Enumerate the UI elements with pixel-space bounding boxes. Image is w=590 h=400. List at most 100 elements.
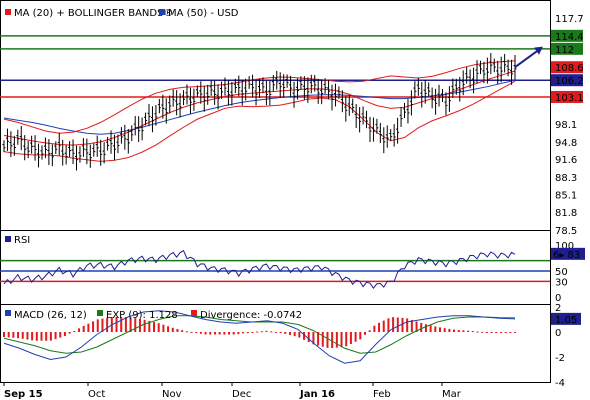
divergence-bar: [420, 322, 423, 332]
divergence-bar: [485, 332, 488, 333]
divergence-bar: [17, 332, 20, 339]
legend-macd-swatch: [5, 310, 11, 316]
divergence-bar: [373, 325, 376, 332]
divergence-bar: [429, 325, 432, 332]
rsi-tick-label: 30: [555, 277, 568, 288]
divergence-bar: [26, 332, 29, 340]
divergence-bar: [120, 317, 123, 332]
divergence-bar: [242, 332, 245, 334]
divergence-bar: [87, 323, 90, 332]
divergence-bar: [438, 327, 441, 332]
divergence-bar: [256, 331, 259, 333]
divergence-bar: [434, 326, 437, 332]
legend-divergence-swatch: [191, 310, 197, 316]
divergence-bar: [453, 329, 456, 332]
level-badge: [551, 42, 583, 55]
divergence-bar: [106, 317, 109, 332]
level-badge-label: 103.1: [555, 93, 584, 104]
macd-tick-label: 2: [555, 303, 561, 314]
divergence-bar: [115, 317, 118, 332]
x-tick-label: Oct: [88, 389, 105, 400]
divergence-bar: [378, 322, 381, 332]
rsi-tick-label: 0: [555, 293, 561, 304]
divergence-bar: [153, 322, 156, 332]
rsi-badge: [551, 247, 585, 260]
divergence-bar: [284, 332, 287, 334]
macd-tick-label: -4: [555, 378, 565, 389]
divergence-bar: [363, 332, 366, 335]
legend-exp-swatch: [97, 310, 103, 316]
divergence-bar: [96, 319, 99, 332]
legend-rsi-swatch: [5, 236, 11, 242]
level-badge: [551, 90, 583, 103]
divergence-bar: [195, 332, 198, 334]
divergence-bar: [237, 332, 240, 335]
divergence-bar: [415, 321, 418, 332]
divergence-bar: [303, 332, 306, 340]
x-tick-label: Dec: [232, 389, 251, 400]
divergence-bar: [49, 332, 52, 341]
forecast-arrow-head: [534, 46, 543, 55]
level-badge: [551, 29, 583, 42]
divergence-bar: [274, 332, 277, 333]
legend-macd-label: MACD (26, 12): [14, 310, 87, 321]
divergence-bar: [73, 331, 76, 333]
divergence-bar: [471, 331, 474, 333]
rsi-legend: RSI: [5, 235, 30, 246]
price-tick-label: 78.5: [555, 226, 577, 237]
divergence-bar: [406, 318, 409, 332]
price-tick-label: 117.7: [555, 14, 584, 25]
divergence-bar: [349, 332, 352, 344]
level-badge-label: 114.4: [555, 32, 584, 43]
divergence-bar: [134, 318, 137, 332]
divergence-bar: [293, 332, 296, 337]
price-tick-label: 81.8: [555, 208, 577, 219]
rsi-badge-label: 6▸ 83: [553, 250, 580, 261]
forecast-arrow-line: [514, 48, 540, 69]
divergence-bar: [148, 320, 151, 332]
divergence-bar: [63, 332, 66, 337]
divergence-bar: [3, 332, 5, 337]
ma50-line: [3, 79, 516, 135]
divergence-bar: [176, 329, 179, 332]
divergence-bar: [387, 318, 390, 332]
x-tick-label: Nov: [162, 389, 182, 400]
divergence-bar: [401, 317, 404, 332]
macd-panel-frame: [0, 304, 551, 383]
x-axis: Sep 15 Oct Nov Dec Jan 16 Feb Mar: [3, 382, 462, 400]
divergence-bar: [335, 332, 338, 348]
divergence-bar: [171, 327, 174, 332]
divergence-bar: [181, 330, 184, 332]
divergence-bar: [167, 326, 170, 332]
divergence-bar: [340, 332, 343, 348]
divergence-bar: [490, 332, 493, 333]
divergence-bar: [218, 332, 221, 335]
divergence-bar: [410, 319, 413, 332]
divergence-bar: [199, 332, 202, 334]
divergence-bar: [457, 329, 460, 332]
legend-rsi-label: RSI: [14, 235, 30, 246]
divergence-bar: [101, 318, 104, 332]
divergence-bar: [481, 331, 484, 333]
divergence-bar: [476, 331, 479, 333]
divergence-bar: [265, 330, 268, 332]
divergence-bar: [12, 332, 15, 338]
price-tick-label: 91.6: [555, 155, 577, 166]
divergence-bar: [190, 332, 193, 333]
price-tick-label: 94.8: [555, 138, 577, 149]
macd-line: [3, 310, 516, 364]
divergence-bar: [448, 328, 451, 332]
divergence-bar: [185, 331, 188, 333]
macd-panel: 2 0 -2 -4 1.05: [3, 303, 581, 389]
divergence-bar: [251, 331, 254, 333]
divergence-bar: [298, 332, 301, 338]
divergence-bar: [467, 330, 470, 332]
divergence-bar: [317, 332, 320, 346]
price-badge-label: 108.6: [555, 63, 584, 74]
price-tick-label: 98.1: [555, 120, 577, 131]
macd-signal-line: [3, 315, 516, 354]
divergence-bar: [246, 332, 249, 333]
level-badge: [551, 74, 583, 87]
x-tick-label: Jan 16: [299, 389, 335, 400]
